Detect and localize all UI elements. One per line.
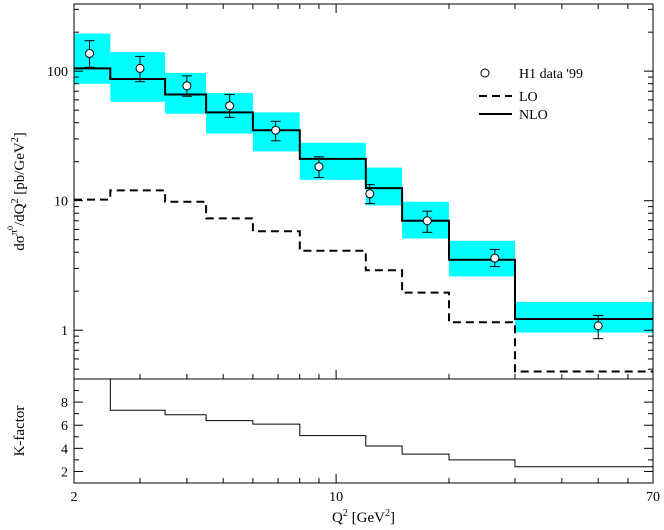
data-point: [85, 48, 95, 58]
nlo-band-bin: [365, 167, 403, 206]
k-factor-curve: [109, 379, 653, 468]
main-y-axis-label: dσπ0/dQ2 [pb/GeV2]: [6, 132, 28, 250]
y-tick-label: 1: [61, 324, 68, 339]
nlo-band-bin: [299, 142, 366, 180]
x-axis-label: Q2 [GeV2]: [332, 508, 395, 526]
k-y-tick-label: 4: [61, 442, 68, 457]
k-factor-axis-ticks: 2 4 6 8 2 10 70: [61, 390, 660, 505]
data-point: [422, 216, 432, 226]
legend-data-marker: [480, 68, 490, 78]
legend: H1 data '99 LO NLO: [479, 67, 583, 123]
legend-nlo-label: NLO: [519, 108, 548, 123]
legend-data-label: H1 data '99: [519, 67, 583, 82]
data-point: [490, 253, 500, 263]
data-point: [225, 101, 235, 111]
nlo-band-bin: [515, 302, 653, 333]
nlo-band-bin: [110, 52, 166, 102]
main-panel: 1 10 100 dσπ0/dQ2 [pb/GeV2] H1 data '99 LO N…: [6, 3, 654, 380]
k-factor-step-line: [109, 379, 653, 468]
data-point: [182, 81, 192, 91]
lo-step-line: [74, 189, 653, 373]
k-factor-panel: 2 4 6 8 2 10 70 K-factor Q2 [GeV2]: [12, 378, 660, 526]
nlo-band-bin: [74, 33, 111, 84]
data-point: [271, 125, 281, 135]
data-point: [135, 63, 145, 73]
nlo-curve: [74, 67, 653, 320]
k-factor-panel-frame: [73, 378, 654, 484]
k-y-tick-label: 8: [61, 396, 68, 411]
h1-data-points: [84, 40, 604, 340]
legend-lo-label: LO: [519, 90, 538, 105]
data-point: [365, 189, 375, 199]
k-y-tick-label: 2: [61, 465, 68, 480]
data-point: [314, 162, 324, 172]
nlo-band-bin: [165, 72, 206, 114]
x-tick-label: 10: [329, 490, 343, 505]
lo-curve: [74, 189, 653, 373]
x-tick-label: 70: [646, 490, 660, 505]
k-y-tick-label: 6: [61, 419, 68, 434]
k-factor-y-axis-label: K-factor: [12, 406, 28, 457]
nlo-step-line: [74, 67, 653, 320]
y-tick-label: 100: [47, 65, 68, 80]
main-axis-ticks: 1 10 100: [47, 4, 654, 379]
x-tick-label: 2: [71, 490, 78, 505]
y-tick-label: 10: [54, 195, 68, 210]
data-point: [593, 321, 603, 331]
nlo-band-bin: [449, 240, 515, 277]
